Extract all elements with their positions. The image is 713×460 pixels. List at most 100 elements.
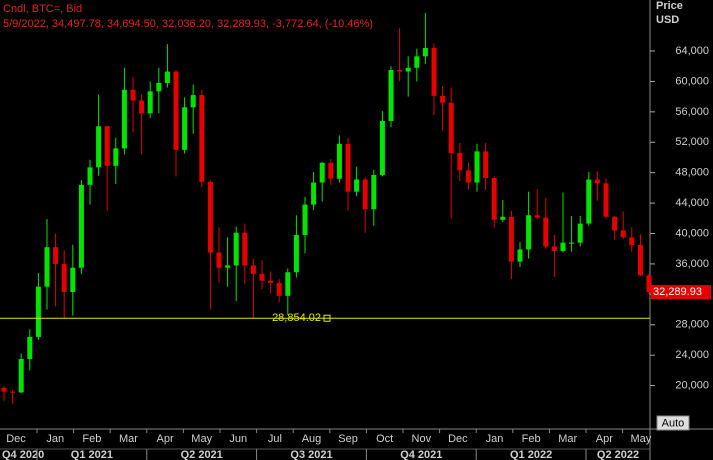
candle-body	[319, 162, 325, 183]
y-tick-label: 64,000	[675, 45, 709, 57]
y-tick-label: 28,000	[675, 319, 709, 331]
header-line: 5/9/2022, 34,497.78, 34,694.50, 32,036.2…	[3, 18, 373, 30]
y-tick-label: 20,000	[675, 379, 709, 391]
y-tick-label: 60,000	[675, 75, 709, 87]
candle-body	[440, 95, 446, 103]
last-price-label: 32,289.93	[653, 286, 702, 298]
candle-body	[577, 223, 583, 243]
y-tick-label: 40,000	[675, 227, 709, 239]
candle-body	[61, 263, 67, 293]
candle-body	[156, 82, 162, 92]
x-tick-label: Aug	[302, 433, 322, 445]
candle-body	[422, 47, 428, 57]
candle-body	[637, 244, 643, 276]
candle-body	[190, 95, 196, 108]
candle-body	[285, 272, 291, 296]
candle-body	[1, 387, 7, 392]
x-tick-label: Apr	[596, 433, 613, 445]
candle-body	[328, 162, 334, 179]
candle-body	[586, 179, 592, 224]
x-tick-label: Feb	[82, 433, 101, 445]
candle-body	[491, 177, 497, 220]
candle-body	[594, 179, 600, 184]
candle-body	[173, 71, 179, 150]
x-tick-label: Nov	[412, 433, 432, 445]
candle-body	[70, 267, 76, 293]
candle-body	[182, 107, 188, 150]
candle-body	[603, 183, 609, 217]
candle-body	[500, 216, 506, 220]
axis-label: Price	[656, 0, 683, 12]
candle-body	[414, 56, 420, 68]
candle-body	[465, 170, 471, 183]
x-tick-label: Apr	[157, 433, 174, 445]
candle-body	[551, 246, 557, 251]
candle-body	[147, 91, 153, 114]
candle-body	[35, 286, 41, 337]
candle-body	[336, 143, 342, 179]
candle-body	[508, 216, 514, 262]
auto-button[interactable]	[656, 415, 690, 431]
candle-body	[10, 391, 16, 393]
x-tick-label: Jan	[486, 433, 504, 445]
axis-label: USD	[656, 14, 679, 26]
candle-body	[130, 89, 136, 101]
candle-body	[276, 282, 282, 296]
candle-body	[405, 67, 411, 72]
candle-body	[457, 152, 463, 171]
candle-body	[431, 47, 437, 96]
quarter-label: Q4 2020	[2, 449, 44, 460]
x-tick-label: Mar	[558, 433, 577, 445]
candle-body	[164, 71, 170, 83]
candle-body	[113, 148, 119, 166]
y-tick-label: 36,000	[675, 258, 709, 270]
x-tick-label: Mar	[119, 433, 138, 445]
candle-body	[612, 216, 618, 231]
candle-body	[78, 184, 84, 268]
min-line-marker	[323, 314, 331, 322]
candle-body	[104, 126, 110, 166]
x-tick-label: Sep	[338, 433, 358, 445]
x-tick-label: Oct	[376, 433, 393, 445]
candle-body	[139, 100, 145, 114]
candle-body	[379, 120, 385, 175]
x-tick-label: Feb	[522, 433, 541, 445]
candle-body	[448, 102, 454, 153]
last-price-box	[651, 285, 711, 300]
candle-body	[250, 265, 256, 274]
x-tick-label: Dec	[448, 433, 468, 445]
candle-body	[345, 143, 351, 192]
candle-body	[569, 242, 575, 244]
candle-body	[44, 247, 50, 287]
auto-button-label[interactable]: Auto	[662, 417, 685, 429]
candle-body	[18, 358, 24, 393]
candle-body	[371, 174, 377, 210]
candle-body	[302, 204, 308, 236]
candle-body	[543, 217, 549, 247]
y-tick-label: 24,000	[675, 349, 709, 361]
candle-body	[526, 215, 532, 250]
candle-body	[534, 215, 540, 218]
candle-body	[233, 232, 239, 266]
candle-body	[629, 237, 635, 245]
candle-body	[268, 280, 274, 283]
x-tick-label: Dec	[6, 433, 26, 445]
quarter-label: Q4 2021	[400, 449, 442, 460]
candle-body	[293, 235, 299, 273]
quarter-label: Q2 2022	[597, 449, 639, 460]
candle-body	[87, 167, 93, 185]
x-tick-label: May	[631, 433, 652, 445]
candle-body	[27, 336, 33, 359]
quarter-label: Q3 2021	[290, 449, 332, 460]
y-tick-label: 44,000	[675, 197, 709, 209]
y-tick-label: 48,000	[675, 167, 709, 179]
candle-body	[311, 182, 317, 205]
candle-body	[225, 265, 231, 268]
x-tick-label: May	[191, 433, 212, 445]
x-tick-label: Jul	[268, 433, 282, 445]
y-tick-label: 56,000	[675, 106, 709, 118]
candle-body	[242, 232, 248, 266]
quarter-label: Q1 2021	[71, 449, 113, 460]
candle-body	[474, 151, 480, 183]
